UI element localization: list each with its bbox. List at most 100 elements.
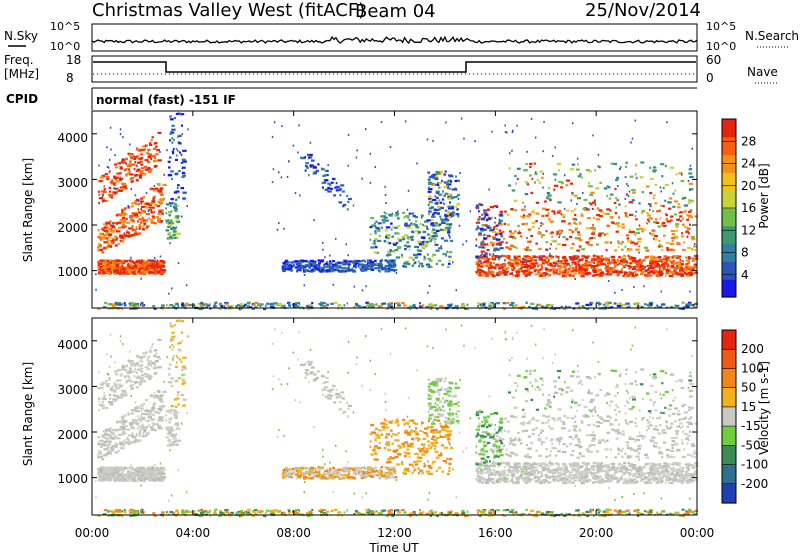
power-cell — [153, 261, 157, 264]
power-cell — [454, 179, 458, 183]
power-cell — [475, 228, 478, 231]
power-cell — [433, 211, 436, 214]
power-cell — [685, 230, 689, 233]
power-cell — [489, 241, 493, 244]
power-cell — [131, 180, 134, 183]
power-cell — [353, 263, 356, 266]
power-cell — [621, 289, 623, 291]
power-cell — [522, 266, 527, 269]
power-cell — [396, 241, 399, 245]
power-cell — [394, 226, 398, 229]
power-cell — [605, 273, 608, 276]
power-cell — [98, 202, 100, 205]
power-cell — [97, 307, 101, 310]
power-cell — [632, 191, 636, 194]
power-cell — [498, 270, 502, 273]
power-cell — [694, 254, 699, 258]
power-cell — [214, 301, 218, 304]
power-cell — [689, 209, 693, 212]
power-cell — [555, 269, 559, 272]
power-cell — [108, 171, 111, 174]
power-cell — [576, 202, 578, 205]
power-cell — [670, 275, 674, 278]
power-cell — [510, 208, 514, 211]
velocity-cell — [152, 404, 155, 407]
power-cell — [480, 254, 482, 257]
power-cell — [159, 262, 164, 265]
power-cell — [106, 178, 110, 181]
power-cell — [150, 139, 153, 142]
power-cell — [575, 269, 578, 272]
power-cell — [498, 229, 502, 232]
power-cell — [173, 206, 177, 209]
power-cell — [486, 260, 490, 263]
power-cell — [447, 214, 451, 218]
power-cell — [148, 217, 151, 220]
power-cell — [619, 304, 623, 307]
velocity-cell — [136, 386, 139, 389]
velocity-cell — [101, 478, 106, 481]
power-cell — [670, 264, 674, 268]
power-cell — [535, 212, 540, 215]
velocity-cell — [137, 439, 142, 442]
power-cell — [549, 247, 551, 250]
power-cell — [119, 128, 122, 131]
velocity-cell — [109, 427, 112, 430]
power-cell — [694, 249, 697, 252]
power-cell — [383, 211, 386, 214]
power-cell — [515, 255, 519, 258]
power-cell — [98, 270, 101, 273]
velocity-cell — [131, 370, 136, 373]
velocity-cell — [114, 398, 118, 401]
power-cell — [453, 196, 458, 199]
velocity-cell — [135, 433, 138, 436]
power-cell — [599, 181, 602, 184]
power-cell — [224, 303, 228, 306]
power-cell — [674, 189, 677, 192]
power-cell — [159, 198, 162, 201]
power-cell — [694, 302, 698, 305]
velocity-cell — [130, 426, 135, 429]
velocity-cell — [120, 478, 123, 481]
power-cell — [175, 112, 180, 115]
velocity-cell — [149, 471, 154, 475]
power-cell — [298, 260, 301, 263]
power-cell — [389, 214, 393, 217]
power-cell — [518, 230, 520, 233]
power-cell — [137, 199, 139, 202]
power-cell — [149, 143, 153, 146]
power-cell — [494, 221, 496, 224]
power-cell — [619, 167, 621, 170]
velocity-cell — [159, 394, 164, 397]
power-cell — [597, 165, 600, 168]
power-cell — [427, 265, 431, 269]
power-cell — [418, 265, 420, 268]
power-cell — [561, 220, 565, 223]
power-cell — [589, 203, 593, 206]
velocity-cell — [119, 369, 122, 372]
power-cell — [669, 218, 672, 221]
power-cell — [635, 164, 638, 167]
velocity-cell — [148, 375, 153, 378]
power-cell — [535, 306, 538, 309]
power-cell — [410, 223, 414, 226]
velocity-cell — [127, 413, 130, 416]
power-cell — [128, 170, 131, 173]
power-cell — [141, 260, 144, 263]
power-cell — [599, 271, 605, 275]
power-ylabel: Slant Range [km] — [21, 158, 35, 262]
velocity-cell — [131, 432, 134, 435]
power-cell — [603, 257, 606, 260]
power-cell — [686, 214, 690, 217]
power-cell — [171, 226, 175, 229]
power-cell — [327, 182, 332, 185]
velocity-cell — [106, 444, 108, 447]
power-cell — [319, 270, 324, 273]
power-cell — [157, 200, 162, 203]
power-cell — [495, 232, 500, 235]
power-cell — [165, 207, 167, 210]
power-cell — [690, 304, 695, 307]
power-cell — [109, 126, 112, 129]
power-cell — [481, 243, 486, 246]
power-cell — [690, 266, 693, 269]
